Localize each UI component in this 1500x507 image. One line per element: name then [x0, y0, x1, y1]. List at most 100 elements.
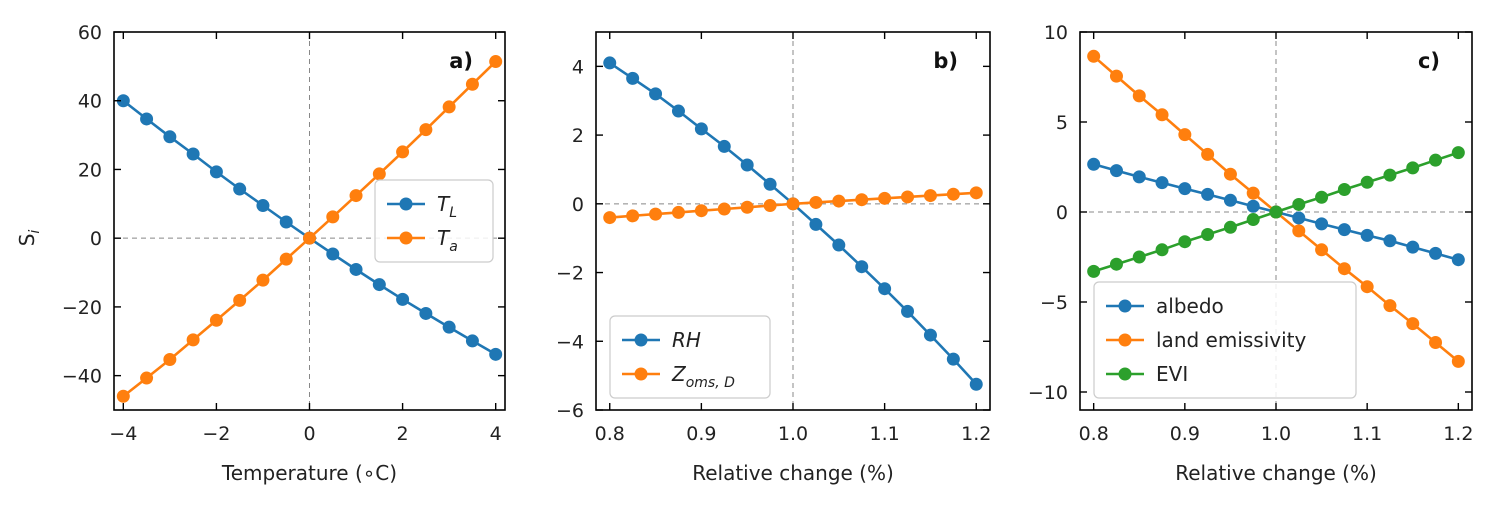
x-tick-label: 1.1	[1352, 423, 1382, 445]
y-tick-label: −20	[62, 297, 102, 319]
legend-label: EVI	[1156, 362, 1188, 386]
data-point	[1406, 317, 1420, 331]
data-point	[694, 122, 708, 136]
y-tick-label: −4	[556, 331, 584, 353]
x-tick-label: 2	[397, 423, 409, 445]
y-tick-label: 60	[78, 22, 102, 44]
data-point	[256, 199, 270, 213]
data-point	[233, 182, 247, 196]
panel-label: b)	[933, 49, 958, 73]
data-point	[1223, 167, 1237, 181]
data-point	[969, 186, 983, 200]
data-point	[1155, 108, 1169, 122]
data-point	[1451, 146, 1465, 160]
data-point	[763, 199, 777, 213]
legend-item-2: Zoms, D	[622, 362, 735, 391]
data-point	[1201, 147, 1215, 161]
legend-name-text: T	[437, 192, 451, 216]
data-point	[186, 333, 200, 347]
data-point	[1429, 336, 1443, 349]
data-point	[396, 145, 410, 159]
data-point	[671, 104, 685, 118]
legend-name-text: RH	[672, 328, 701, 352]
data-point	[626, 71, 640, 85]
legend-label: Zoms, D	[671, 362, 735, 391]
data-point	[372, 278, 386, 292]
data-point	[832, 194, 846, 208]
data-point	[1201, 228, 1215, 241]
data-point	[1292, 211, 1306, 225]
data-point	[140, 371, 154, 385]
data-point	[140, 112, 154, 126]
data-point	[1383, 168, 1397, 182]
data-point	[1315, 243, 1329, 257]
legend-swatch-marker	[399, 197, 413, 211]
x-tick-label: 1.2	[961, 423, 991, 445]
data-point	[1178, 182, 1192, 196]
data-point	[1337, 223, 1351, 237]
data-point	[1337, 262, 1351, 276]
data-point	[1109, 164, 1123, 178]
data-point	[1201, 187, 1215, 201]
data-point	[946, 352, 960, 366]
data-point	[923, 328, 937, 342]
legend-swatch-marker	[1118, 333, 1132, 347]
data-point	[1087, 264, 1101, 278]
data-point	[671, 205, 685, 219]
data-point	[923, 189, 937, 203]
data-point	[116, 94, 130, 108]
data-point	[372, 167, 386, 181]
data-point	[1406, 161, 1420, 175]
legend-label: TL	[437, 192, 457, 221]
data-point	[1087, 49, 1101, 63]
data-point	[1246, 199, 1260, 213]
data-point	[1292, 224, 1306, 238]
y-tick-label: −2	[556, 263, 584, 285]
data-point	[279, 215, 293, 229]
data-point	[1337, 183, 1351, 196]
data-point	[186, 147, 200, 161]
data-point	[1132, 250, 1146, 264]
data-point	[946, 187, 960, 201]
data-point	[649, 207, 663, 221]
legend-box	[1093, 281, 1357, 399]
data-point	[1132, 89, 1146, 103]
legend-item-2: Ta	[387, 226, 458, 255]
data-point	[1292, 197, 1306, 211]
data-point	[763, 177, 777, 191]
y-axis-label: Si	[15, 230, 43, 247]
data-point	[489, 55, 503, 69]
data-point	[465, 334, 479, 348]
legend-swatch-marker	[399, 231, 413, 245]
legend-swatch-marker	[634, 333, 648, 347]
data-point	[116, 389, 130, 403]
data-point	[1360, 175, 1374, 189]
data-point	[442, 100, 456, 114]
data-point	[396, 292, 410, 306]
legend: TL Ta	[374, 179, 494, 263]
legend-item-1: TL	[387, 192, 457, 221]
x-tick-label: −4	[109, 423, 137, 445]
data-point	[603, 211, 617, 225]
legend-name-text: Z	[671, 362, 687, 386]
legend-label: albedo	[1156, 294, 1224, 318]
data-point	[303, 231, 316, 245]
data-point	[163, 130, 177, 144]
y-axis-label-subscript: i	[27, 230, 43, 234]
data-point	[349, 189, 363, 203]
data-point	[878, 191, 892, 205]
y-tick-label: 0	[90, 228, 102, 250]
data-point	[233, 293, 247, 307]
legend-item-3: EVI	[1106, 362, 1188, 386]
data-point	[349, 262, 363, 276]
legend-item-1: albedo	[1106, 294, 1224, 318]
data-point	[1429, 246, 1443, 260]
y-tick-label: −6	[556, 400, 584, 422]
y-tick-label: −40	[62, 366, 102, 388]
data-point	[969, 377, 983, 391]
y-tick-label: 10	[1044, 22, 1068, 44]
data-point	[1429, 153, 1443, 167]
data-point	[1087, 157, 1101, 171]
data-point	[489, 347, 503, 361]
